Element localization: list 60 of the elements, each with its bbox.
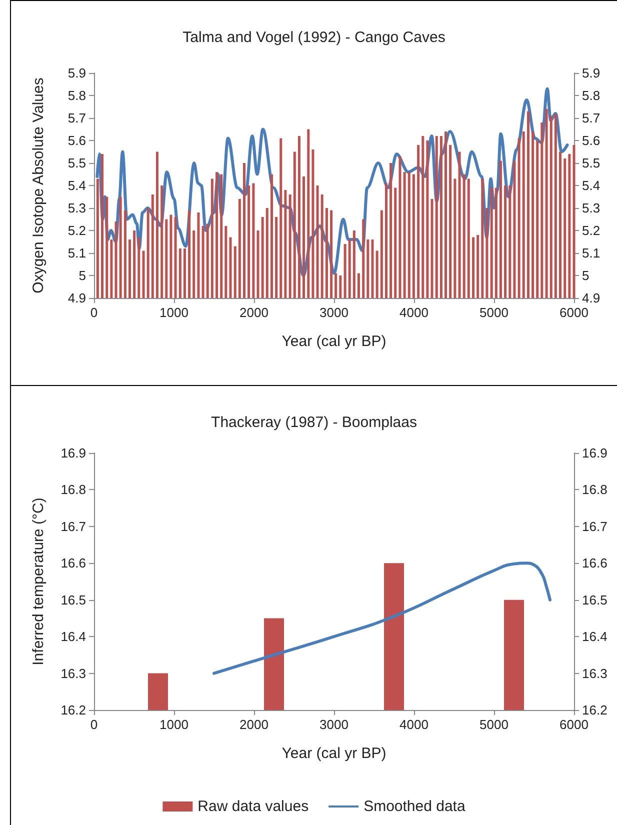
x-tick-label: 6000	[560, 305, 588, 320]
x-tick-label: 1000	[160, 717, 188, 732]
y2-tick-label: 5.9	[582, 66, 600, 80]
legend-label: Raw data values	[198, 798, 309, 815]
y-tick-label: 5.1	[68, 246, 86, 260]
y-tick-label: 5.8	[68, 88, 86, 103]
y2-tick-label: 16.7	[582, 518, 608, 534]
y2-tick-label: 5.6	[582, 133, 600, 148]
x-tick-label: 0	[90, 305, 98, 320]
chart-title: Talma and Vogel (1992) - Cango Caves	[182, 29, 446, 46]
y-tick-label: 5.9	[68, 66, 86, 80]
x-tick-label: 6000	[560, 717, 588, 732]
y2-tick-label: 5	[582, 268, 590, 283]
y-tick-label: 5.2	[68, 223, 86, 238]
y2-tick-label: 16.2	[582, 702, 608, 718]
y2-tick-label: 16.5	[582, 592, 608, 608]
y2-tick-label: 16.4	[582, 629, 608, 644]
y2-tick-label: 5.5	[582, 156, 600, 170]
y-tick-label: 5	[78, 268, 86, 283]
y2-tick-label: 16.8	[582, 482, 608, 498]
x-tick-label: 4000	[400, 305, 428, 320]
y2-tick-label: 16.3	[582, 666, 608, 681]
legend-label: Smoothed data	[364, 798, 466, 815]
y-tick-label: 5.5	[68, 156, 86, 170]
y2-tick-label: 16.6	[582, 556, 608, 571]
y2-tick-label: 5.1	[582, 246, 600, 260]
x-tick-label: 3000	[320, 717, 348, 732]
chart-title: Thackeray (1987) - Boomplaas	[211, 414, 417, 431]
y-axis-title: Inferred temperature (°C)	[30, 498, 47, 666]
x-tick-label: 0	[90, 717, 98, 732]
x-tick-label: 5000	[480, 717, 508, 732]
y2-tick-label: 5.3	[582, 200, 600, 216]
x-axis-title: Year (cal yr BP)	[282, 745, 386, 762]
y2-tick-label: 4.9	[582, 290, 600, 306]
y-tick-label: 16.4	[60, 629, 86, 644]
x-tick-label: 4000	[400, 717, 428, 732]
y-tick-label: 16.5	[60, 592, 86, 608]
x-tick-label: 3000	[320, 305, 348, 320]
x-tick-label: 5000	[480, 305, 508, 320]
y-tick-label: 5.6	[68, 133, 86, 148]
y-tick-label: 16.7	[60, 518, 86, 534]
y-tick-label: 16.6	[60, 556, 86, 571]
y-tick-label: 4.9	[68, 290, 86, 306]
y-tick-label: 16.8	[60, 482, 86, 498]
x-axis-title: Year (cal yr BP)	[282, 333, 386, 350]
y-tick-label: 16.2	[60, 702, 86, 718]
x-tick-label: 1000	[160, 305, 188, 320]
y-tick-label: 5.3	[68, 200, 86, 216]
y-axis-title: Oxygen Isotope Absolute Values	[30, 78, 47, 294]
y2-tick-label: 16.9	[582, 446, 608, 460]
y-tick-label: 5.4	[68, 178, 86, 193]
y-tick-label: 16.3	[60, 666, 86, 681]
x-tick-label: 2000	[240, 717, 268, 732]
y-tick-label: 5.7	[68, 110, 86, 126]
y2-tick-label: 5.4	[582, 178, 600, 193]
y2-tick-label: 5.2	[582, 223, 600, 238]
y2-tick-label: 5.8	[582, 88, 600, 103]
x-tick-label: 2000	[240, 305, 268, 320]
y2-tick-label: 5.7	[582, 110, 600, 126]
y-tick-label: 16.9	[60, 446, 86, 460]
